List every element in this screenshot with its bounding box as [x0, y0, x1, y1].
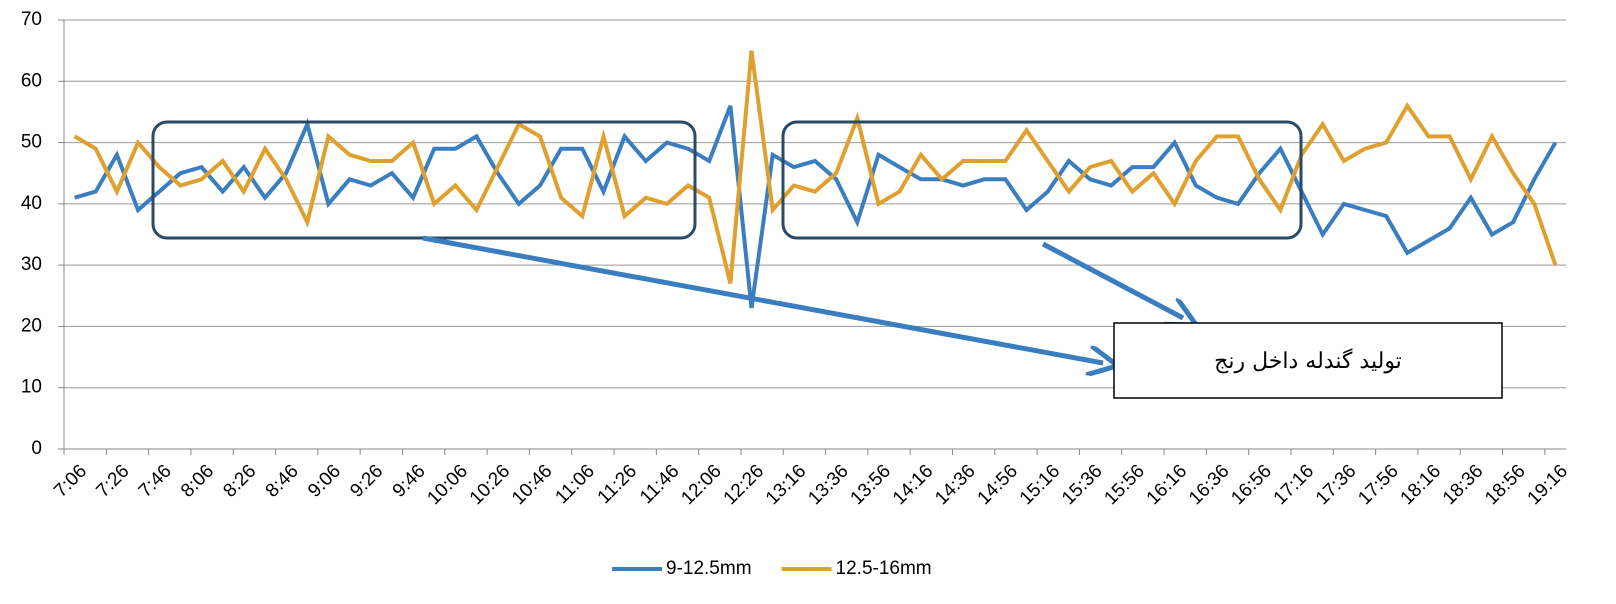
x-tick-label: 12:06 [677, 461, 725, 509]
x-tick-label: 16:36 [1185, 461, 1233, 509]
x-tick-label: 16:16 [1143, 461, 1191, 509]
arrow [1041, 241, 1183, 318]
y-tick-label: 10 [21, 377, 42, 398]
x-tick-label: 13:16 [762, 461, 810, 509]
y-tick-label: 40 [21, 193, 42, 214]
x-tick-label: 15:56 [1100, 461, 1148, 509]
x-tick-label: 16:56 [1227, 461, 1275, 509]
x-tick-label: 17:16 [1270, 461, 1318, 509]
x-tick-label: 9:06 [304, 461, 345, 502]
y-tick-label: 70 [21, 9, 42, 30]
x-tick-label: 15:16 [1016, 461, 1064, 509]
y-tick-label: 0 [31, 438, 42, 459]
x-tick-label: 18:56 [1481, 461, 1529, 509]
y-tick-label: 20 [21, 315, 42, 336]
x-tick-label: 7:06 [50, 461, 91, 502]
x-tick-label: 8:26 [219, 461, 260, 502]
x-tick-label: 10:46 [508, 461, 556, 509]
x-tick-label: 14:56 [974, 461, 1022, 509]
x-tick-label: 17:56 [1354, 461, 1402, 509]
x-tick-label: 11:46 [636, 461, 683, 508]
legend-label: 12.5-16mm [836, 558, 932, 579]
x-tick-label: 14:36 [931, 461, 979, 509]
arrow [422, 235, 1103, 363]
x-tick-label: 19:16 [1524, 461, 1572, 509]
x-tick-label: 13:56 [847, 461, 895, 509]
x-tick-label: 10:26 [466, 461, 514, 509]
x-tick-label: 11:26 [594, 461, 641, 508]
x-tick-label: 18:36 [1439, 461, 1487, 509]
series-line [74, 105, 1558, 309]
x-tick-label: 10:06 [423, 461, 471, 509]
x-tick-label: 7:46 [135, 461, 176, 502]
x-tick-label: 8:06 [177, 461, 218, 502]
x-tick-label: 18:16 [1397, 461, 1445, 509]
x-tick-label: 7:26 [92, 461, 133, 502]
x-tick-label: 12:26 [720, 461, 768, 509]
highlight-box [781, 120, 1303, 240]
x-tick-label: 13:36 [804, 461, 852, 509]
annotation: تولید گندله داخل رنج [1214, 348, 1402, 374]
x-tick-label: 15:36 [1058, 461, 1106, 509]
x-tick-label: 17:36 [1312, 461, 1360, 509]
legend-label: 9-12.5mm [666, 558, 752, 579]
y-tick-label: 30 [21, 254, 42, 275]
x-tick-label: 14:16 [889, 461, 937, 509]
x-tick-label: 8:46 [262, 461, 303, 502]
series-line [73, 50, 1558, 284]
x-tick-label: 9:26 [346, 461, 387, 502]
annotation-box [1113, 322, 1503, 399]
y-tick-label: 60 [21, 70, 42, 91]
x-tick-label: 11:06 [551, 461, 598, 508]
y-tick-label: 50 [21, 132, 42, 153]
